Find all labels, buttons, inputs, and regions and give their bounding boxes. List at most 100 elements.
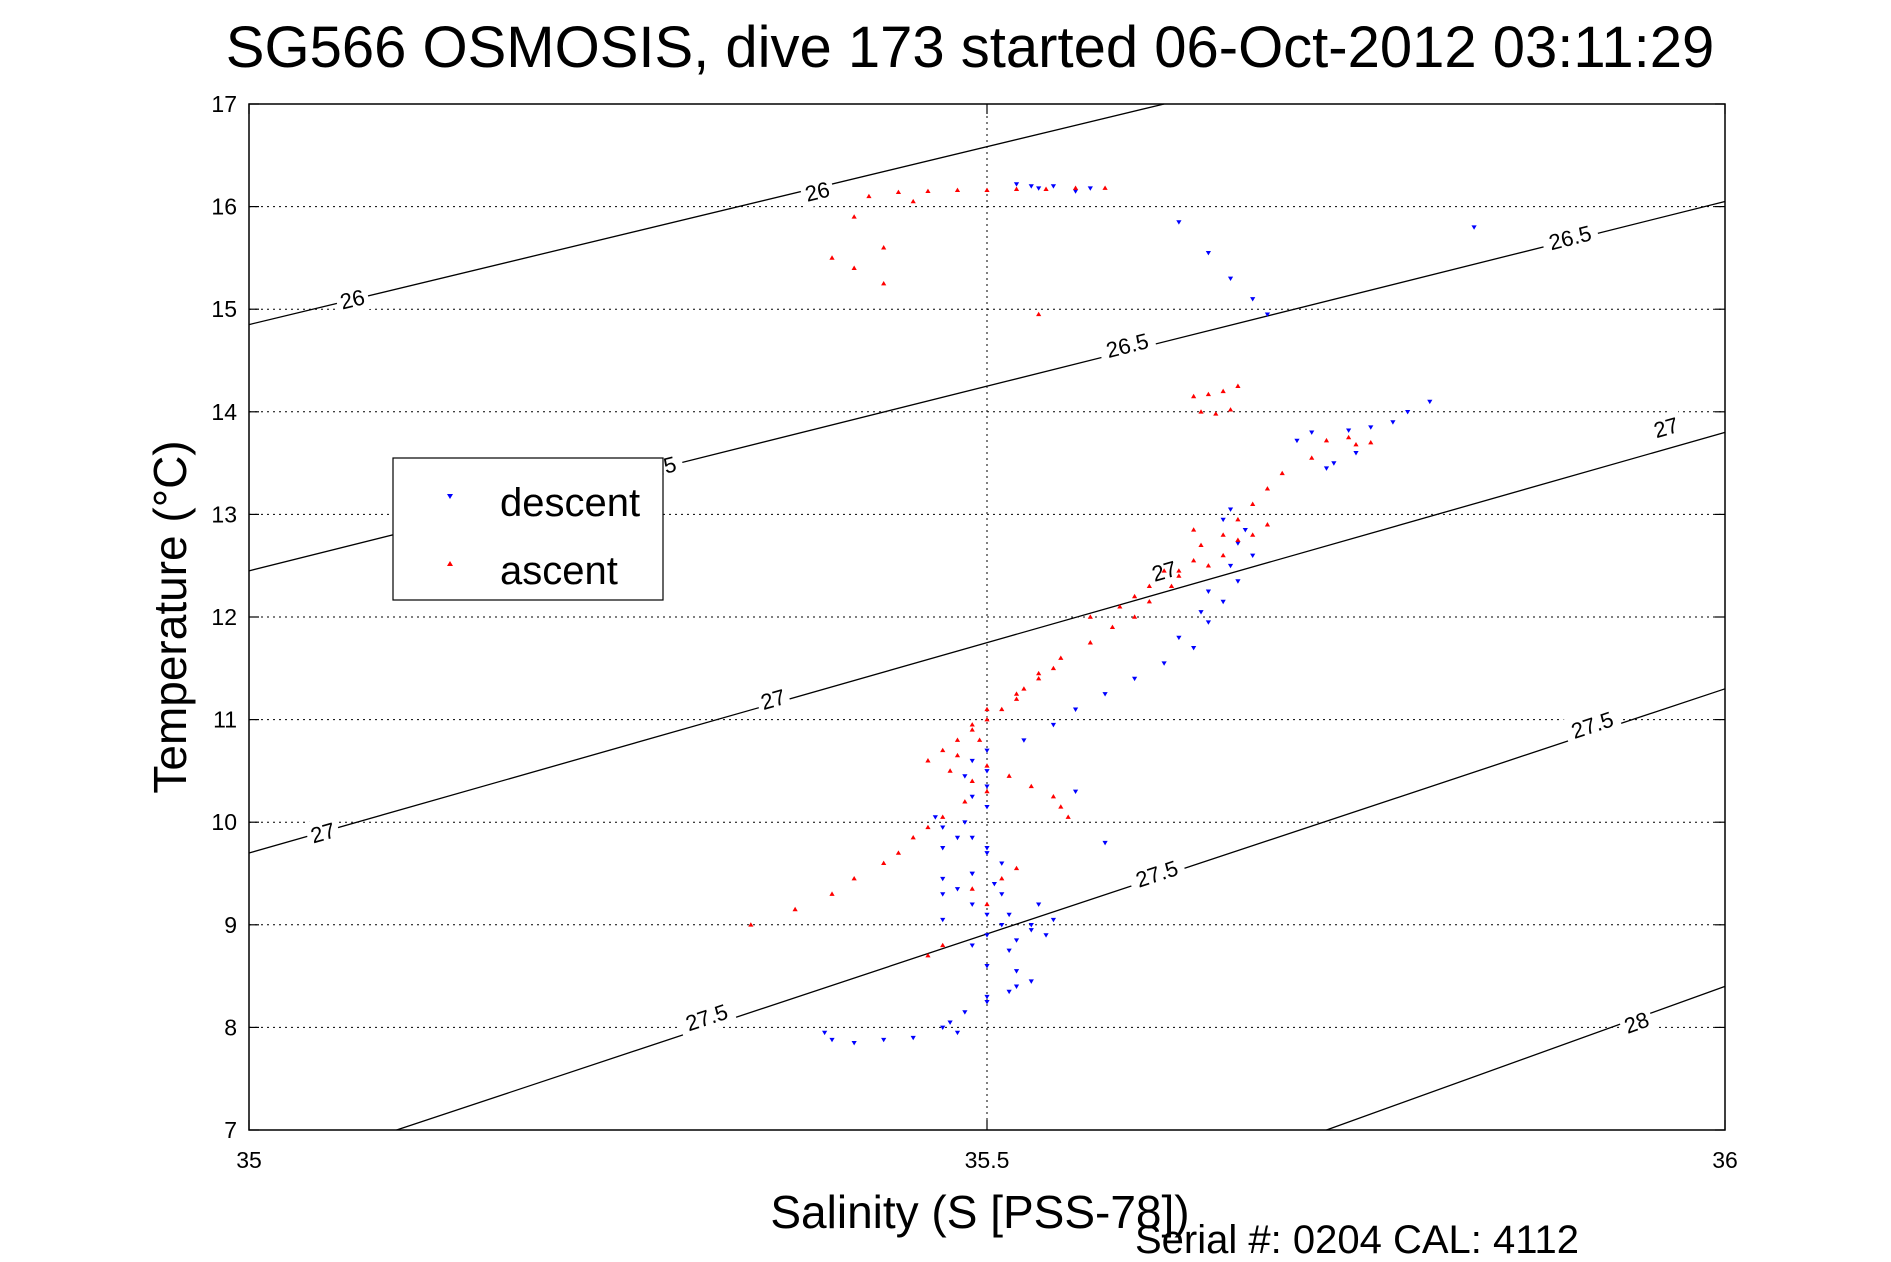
descent-point xyxy=(1331,461,1337,466)
descent-point xyxy=(1191,645,1197,651)
serial-cal-footer: Serial #: 0204 CAL: 4112 xyxy=(1135,1218,1579,1262)
data-points xyxy=(748,182,1477,1046)
ascent-point xyxy=(1050,665,1057,671)
x-tick-label: 35 xyxy=(236,1147,262,1173)
ascent-point xyxy=(1058,804,1064,809)
descent-point xyxy=(999,861,1005,866)
descent-point xyxy=(1242,527,1248,533)
contour-label: 27.5 xyxy=(1133,855,1182,892)
contour-label-bg xyxy=(1125,851,1188,896)
descent-point xyxy=(999,892,1005,897)
descent-point xyxy=(1050,917,1057,923)
descent-point xyxy=(1050,184,1057,189)
ascent-point xyxy=(954,187,961,192)
contour-label: 26 xyxy=(803,177,833,207)
ascent-point xyxy=(984,717,990,722)
ascent-point xyxy=(1235,516,1241,522)
descent-point xyxy=(1205,589,1211,594)
axis-ticks: 35 35.5 36 7 8 9 10 11 12 13 14 15 16 17 xyxy=(211,91,1737,1173)
ascent-point xyxy=(1021,686,1027,691)
ascent-point xyxy=(910,834,916,840)
descent-point xyxy=(1006,912,1012,918)
descent-point xyxy=(969,902,975,907)
descent-point xyxy=(1006,948,1012,954)
ascent-point xyxy=(940,814,946,819)
ascent-point xyxy=(1168,583,1175,589)
descent-point xyxy=(954,835,961,841)
descent-point xyxy=(1250,297,1256,302)
descent-point xyxy=(1072,789,1079,795)
y-axis-label: Temperature (°C) xyxy=(144,440,196,793)
descent-point xyxy=(1198,610,1204,615)
descent-point xyxy=(1006,989,1012,995)
descent-point xyxy=(984,851,990,856)
y-tick-label: 12 xyxy=(211,604,237,630)
y-tick-label: 16 xyxy=(211,194,237,220)
descent-point xyxy=(1013,969,1020,974)
descent-point xyxy=(1346,428,1352,433)
ascent-point xyxy=(881,860,887,866)
ascent-point xyxy=(1036,670,1042,676)
contour-label-bg xyxy=(1096,324,1158,366)
contour-label-bg xyxy=(798,173,837,209)
descent-point xyxy=(984,748,990,753)
descent-point xyxy=(984,999,990,1005)
descent-point xyxy=(1021,738,1027,743)
ascent-point xyxy=(1109,624,1116,630)
descent-point xyxy=(1036,186,1042,191)
descent-point xyxy=(910,1035,916,1041)
descent-point xyxy=(984,769,990,774)
ascent-point xyxy=(792,906,798,912)
contour-label-bg xyxy=(1616,1003,1657,1041)
legend-ascent-label: ascent xyxy=(500,549,618,593)
descent-point xyxy=(991,881,997,887)
ascent-point xyxy=(954,737,961,742)
descent-point xyxy=(851,1040,857,1046)
ascent-point xyxy=(940,747,946,753)
ascent-point xyxy=(1036,675,1042,681)
y-tick-label: 10 xyxy=(211,809,237,835)
y-tick-label: 11 xyxy=(213,707,237,733)
ascent-point xyxy=(1220,388,1226,394)
contour-label-bg xyxy=(1646,409,1686,446)
ascent-point xyxy=(881,280,887,286)
ascent-point xyxy=(1006,773,1012,778)
ascent-point xyxy=(1117,604,1123,609)
ascent-point xyxy=(1368,439,1374,445)
descent-point xyxy=(1294,438,1300,444)
ascent-point xyxy=(1050,793,1057,799)
descent-point xyxy=(1227,507,1234,512)
ascent-point xyxy=(1205,563,1211,568)
descent-point xyxy=(1220,599,1226,605)
contour-label-bg xyxy=(303,814,343,851)
ascent-point xyxy=(1250,532,1256,537)
ascent-point xyxy=(910,198,916,204)
ascent-point xyxy=(851,265,857,270)
descent-point xyxy=(969,835,975,841)
ascent-point xyxy=(1191,557,1197,563)
ascent-point xyxy=(1227,407,1234,412)
descent-point xyxy=(1227,276,1234,282)
legend-box xyxy=(392,457,664,601)
ascent-point xyxy=(947,768,953,773)
ascent-point xyxy=(999,706,1005,712)
descent-point xyxy=(984,784,990,789)
descent-point xyxy=(984,994,990,1000)
descent-point xyxy=(969,943,975,948)
descent-point xyxy=(1368,425,1374,430)
ascent-point xyxy=(969,722,975,727)
descent-point xyxy=(984,933,990,938)
ascent-point xyxy=(1279,470,1285,476)
ascent-point xyxy=(829,891,835,896)
legend-descent-marker xyxy=(447,494,453,499)
contour-label-bg xyxy=(1539,217,1601,258)
descent-point xyxy=(962,820,968,825)
descent-point xyxy=(969,794,975,800)
ascent-point xyxy=(1264,486,1271,491)
descent-point xyxy=(1013,182,1020,187)
descent-point xyxy=(1205,620,1211,625)
descent-point xyxy=(1028,923,1034,928)
chart-title: SG566 OSMOSIS, dive 173 started 06-Oct-2… xyxy=(226,15,1714,80)
descent-point xyxy=(881,1037,887,1043)
